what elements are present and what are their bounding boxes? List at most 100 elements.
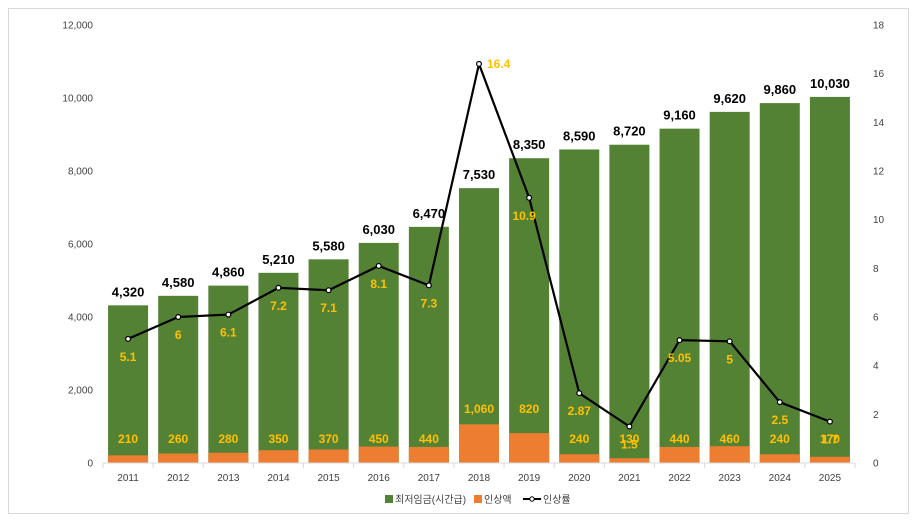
rate-line (125, 60, 833, 430)
legend-label: 인상률 (543, 494, 571, 506)
left-axis-tick-label: 4,000 (68, 313, 93, 324)
x-axis-tick-label: 2012 (167, 473, 190, 484)
total-labels: 4,320 4,580 4,860 5,210 5,580 6,030 6,470 7,530… (112, 76, 850, 299)
increase-amount-bar (408, 446, 449, 463)
legend-swatch (474, 495, 482, 503)
minimum-wage-bar (559, 149, 600, 463)
minimum-wage-bar (609, 144, 650, 463)
x-axis-tick-label: 2013 (217, 473, 240, 484)
minimum-wage-value-label: 7,530 (463, 167, 496, 182)
minimum-wage-value-label: 8,720 (613, 124, 646, 139)
legend-label: 최저임금(시간급) (395, 493, 466, 506)
x-axis-tick-label: 2015 (317, 473, 340, 484)
right-axis-tick-label: 4 (873, 361, 879, 372)
increase-amount-bar (559, 454, 600, 463)
increase-amount-bar (108, 455, 149, 463)
increase-rate-marker (175, 314, 182, 321)
increase-amount-label: 350 (268, 432, 288, 446)
minimum-wage-value-label: 5,580 (312, 238, 345, 253)
increase-amount-bar (609, 458, 650, 463)
increase-rate-label: 5.05 (668, 351, 692, 365)
increase-rate-label: 5 (726, 352, 733, 366)
x-axis-tick-label: 2011 (117, 473, 139, 484)
minimum-wage-bar (659, 128, 700, 463)
legend-marker (529, 496, 535, 502)
increase-rate-label: 7.1 (320, 301, 337, 315)
legend-swatch (385, 495, 393, 503)
right-axis-tick-label: 10 (873, 215, 885, 226)
increase-amount-label: 440 (670, 432, 690, 446)
increase-rate-marker (425, 282, 432, 289)
right-axis-tick-label: 14 (873, 118, 885, 129)
increase-rate-marker (375, 262, 382, 269)
minimum-wage-bar (459, 188, 499, 463)
increase-amount-bar (258, 450, 299, 463)
right-axis-tick-label: 12 (873, 167, 885, 178)
increase-amount-label: 370 (319, 432, 339, 446)
increase-amount-label: 1,060 (464, 402, 494, 416)
right-axis-tick-label: 2 (873, 410, 879, 421)
x-axis-tick-label: 2021 (618, 473, 641, 484)
right-axis-tick-label: 16 (873, 69, 885, 80)
chart-frame: 0 2,000 4,000 6,000 8,000 10,000 12,000 0 2 4 6 8 1… (8, 8, 909, 514)
increase-rate-label: 7.2 (270, 299, 287, 313)
increase-amount-label: 210 (118, 432, 138, 446)
increase-amount-label: 280 (218, 432, 238, 446)
minimum-wage-bar (258, 272, 299, 463)
minimum-wage-value-label: 6,470 (413, 206, 446, 221)
left-axis-tick-label: 12,000 (62, 21, 93, 32)
increase-labels: 210 260 280 350 370 450 440 1,060 820 240 130 440 46… (118, 402, 840, 446)
increase-rate-label: 2.5 (771, 413, 788, 427)
increase-rate-label: 7.3 (421, 296, 438, 310)
increase-amount-bar (158, 453, 199, 463)
minimum-wage-value-label: 9,860 (764, 82, 797, 97)
minimum-wage-bar (108, 305, 149, 463)
increase-amount-label: 240 (770, 432, 790, 446)
minimum-wage-value-label: 8,590 (563, 128, 596, 143)
combo-chart: 0 2,000 4,000 6,000 8,000 10,000 12,000 0 2 4 6 8 1… (62, 21, 885, 507)
right-axis-tick-label: 8 (873, 264, 879, 275)
minimum-wage-value-label: 6,030 (362, 222, 395, 237)
minimum-wage-bar (759, 103, 800, 464)
x-axis-ticks: 2011 2012 2013 2014 2015 2016 2017 2018 2019 2020… (102, 463, 856, 484)
x-axis-tick-label: 2020 (568, 473, 591, 484)
x-axis-tick-label: 2016 (368, 473, 391, 484)
increase-amount-bar (358, 446, 399, 463)
x-axis-tick-label: 2024 (769, 473, 792, 484)
minimum-wage-bar (308, 259, 349, 463)
increase-bars (108, 424, 850, 463)
increase-rate-marker (826, 418, 833, 425)
left-axis-tick-label: 0 (87, 459, 93, 470)
x-axis-tick-label: 2022 (668, 473, 691, 484)
minimum-wage-value-label: 9,160 (663, 108, 696, 123)
increase-rate-label: 2.87 (568, 404, 592, 418)
increase-amount-label: 240 (569, 432, 589, 446)
minimum-wage-bar (509, 158, 550, 463)
minimum-wage-value-label: 5,210 (262, 252, 295, 267)
minimum-wage-bar (709, 111, 750, 464)
legend-label: 인상액 (484, 494, 512, 506)
minimum-wage-value-label: 8,350 (513, 137, 546, 152)
increase-amount-label: 170 (820, 432, 840, 446)
increase-rate-label: 16.4 (487, 57, 511, 71)
increase-rate-label: 1.7 (822, 433, 839, 447)
increase-amount-label: 260 (168, 432, 188, 446)
increase-amount-label: 460 (720, 432, 740, 446)
minimum-wage-bar (408, 226, 449, 463)
increase-amount-bar (308, 449, 349, 463)
increase-amount-bar (208, 452, 249, 463)
increase-rate-label: 10.9 (512, 209, 536, 223)
minimum-wage-value-label: 10,030 (810, 76, 850, 91)
increase-amount-label: 130 (619, 432, 639, 446)
x-axis-tick-label: 2023 (719, 473, 742, 484)
increase-amount-label: 440 (419, 432, 439, 446)
x-axis-tick-label: 2017 (418, 473, 441, 484)
increase-amount-label: 820 (519, 402, 539, 416)
x-axis-tick-label: 2025 (819, 473, 842, 484)
increase-rate-label: 5.1 (120, 350, 137, 364)
left-axis: 0 2,000 4,000 6,000 8,000 10,000 12,000 (62, 21, 93, 470)
right-axis: 0 2 4 6 8 10 12 14 16 18 (873, 21, 885, 470)
left-axis-tick-label: 2,000 (68, 386, 93, 397)
increase-amount-bar (759, 454, 800, 463)
legend: 최저임금(시간급) 인상액 인상률 (385, 493, 571, 506)
